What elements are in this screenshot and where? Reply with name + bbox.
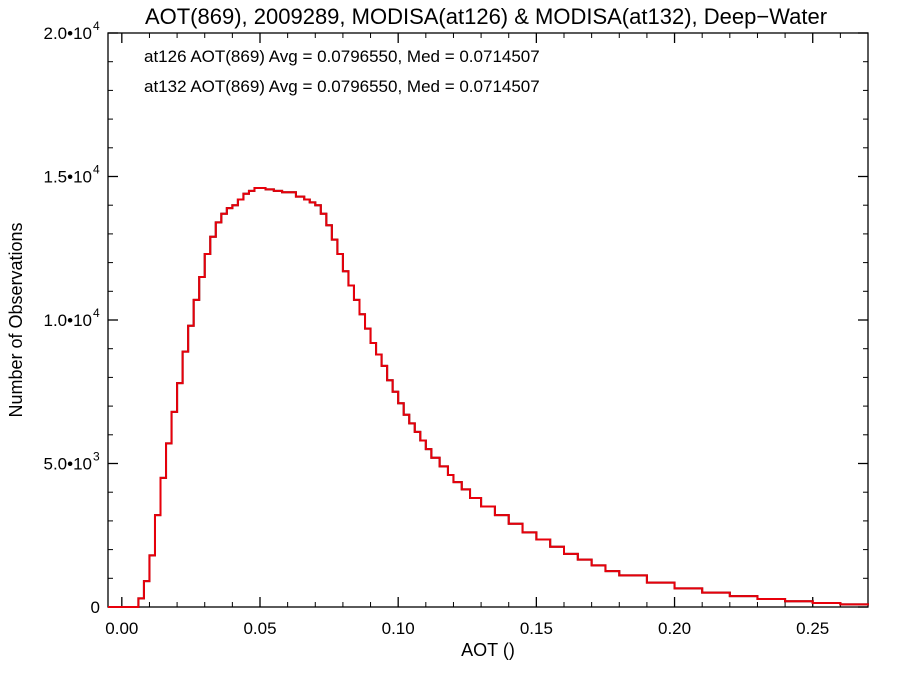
x-axis-label: AOT ()	[461, 640, 515, 660]
y-tick-exponent: 4	[93, 163, 100, 177]
histogram-series-0	[108, 186, 869, 608]
plot-frame	[107, 32, 869, 608]
y-tick-label: 1.5•10	[44, 168, 93, 187]
y-tick-label: 0	[91, 598, 100, 617]
y-axis-label: Number of Observations	[6, 222, 26, 417]
y-tick-exponent: 3	[93, 450, 100, 464]
x-tick-label: 0.15	[520, 619, 553, 638]
annotation-at132: at132 AOT(869) Avg = 0.0796550, Med = 0.…	[144, 77, 540, 96]
y-tick-exponent: 4	[93, 19, 100, 33]
x-tick-label: 0.25	[796, 619, 829, 638]
x-tick-label: 0.05	[243, 619, 276, 638]
x-axis: 0.00 0.05 0.10 0.15 0.20 0.25	[105, 33, 841, 638]
chart-title: AOT(869), 2009289, MODISA(at126) & MODIS…	[145, 4, 827, 29]
histogram-series-1	[108, 186, 869, 608]
series-layer	[108, 186, 869, 608]
annotation-at126: at126 AOT(869) Avg = 0.0796550, Med = 0.…	[144, 47, 540, 66]
x-tick-label: 0.20	[658, 619, 691, 638]
x-tick-label: 0.10	[382, 619, 415, 638]
y-tick-exponent: 4	[93, 306, 100, 320]
y-axis: 05.0•10 31.0•10 41.5•10 42.0•10 4	[44, 19, 868, 617]
y-tick-label: 2.0•10	[44, 24, 93, 43]
y-tick-label: 1.0•10	[44, 311, 93, 330]
x-tick-label: 0.00	[105, 619, 138, 638]
y-tick-label: 5.0•10	[44, 455, 93, 474]
